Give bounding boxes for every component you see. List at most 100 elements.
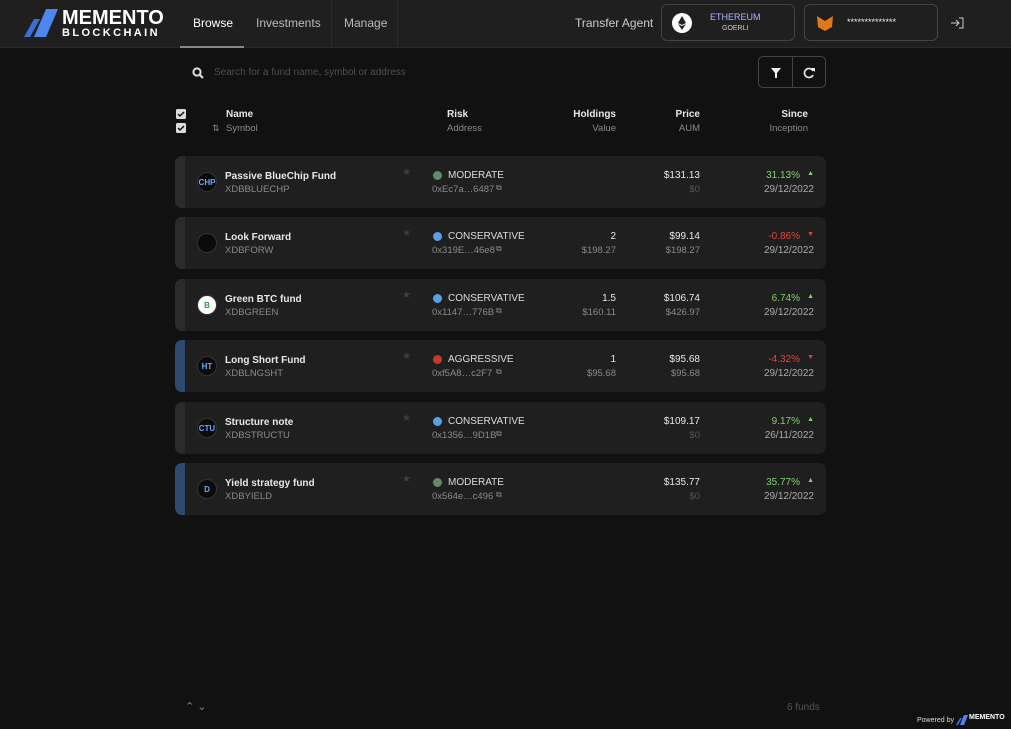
column-title[interactable]: Price bbox=[675, 109, 700, 120]
filter-button[interactable] bbox=[769, 66, 783, 80]
search-input[interactable]: Search for a fund name, symbol or addres… bbox=[214, 67, 406, 78]
copy-icon[interactable]: ⧉ bbox=[496, 244, 502, 254]
transfer-agent[interactable]: Transfer Agent bbox=[575, 16, 654, 30]
wallet-button[interactable]: ************** bbox=[804, 4, 938, 41]
column-title[interactable]: Risk bbox=[447, 109, 469, 120]
fund-row[interactable]: CTU Structure note XDBSTRUCTU ★ CONSERVATIVE… bbox=[175, 401, 826, 454]
powered-by: Powered by bbox=[917, 717, 954, 724]
network-button[interactable]: ETHEREUM GOERLI bbox=[661, 4, 795, 41]
favorite-star[interactable]: ★ bbox=[402, 167, 411, 178]
price: $135.77 bbox=[663, 477, 700, 488]
fund-row[interactable]: CHP Passive BlueChip Fund XDBBLUECHP ★ MODER… bbox=[175, 156, 826, 208]
brand-mark bbox=[956, 715, 968, 725]
fund-name: Look Forward bbox=[225, 232, 292, 244]
fund-address: 0xEc7a…6487 bbox=[432, 184, 495, 195]
column-sub: Address bbox=[447, 123, 482, 134]
risk-label: MODERATE bbox=[448, 170, 504, 181]
fund-symbol: XDBSTRUCTU bbox=[225, 429, 290, 441]
fund-row[interactable]: Look Forward XDBFORW ★ CONSERVATIVE 0x319E…4… bbox=[175, 217, 826, 270]
since-return: 35.77% bbox=[766, 477, 800, 488]
risk-dot bbox=[433, 478, 442, 487]
price: $109.17 bbox=[663, 415, 700, 427]
price: $131.13 bbox=[663, 170, 700, 181]
logo-sub: BLOCKCHAIN bbox=[62, 27, 160, 39]
fund-symbol: XDBFORW bbox=[225, 245, 274, 257]
holdings: 1.5 bbox=[602, 292, 616, 304]
price: $95.68 bbox=[669, 354, 700, 366]
nav-tab[interactable]: Investments bbox=[244, 0, 332, 48]
fund-name: Yield strategy fund bbox=[225, 478, 315, 489]
logo-mark bbox=[24, 9, 58, 37]
scroll-arrows[interactable]: ⌃ ⌄ bbox=[185, 701, 207, 713]
trend-arrow: ▲ bbox=[807, 170, 814, 177]
since-return: 9.17% bbox=[771, 415, 800, 427]
column-title[interactable]: Holdings bbox=[573, 109, 616, 120]
column-sub: Value bbox=[592, 123, 616, 134]
nav-tab[interactable]: Browse bbox=[180, 0, 244, 48]
fund-name: Long Short Fund bbox=[225, 355, 306, 367]
risk-dot bbox=[433, 232, 442, 242]
eth-icon bbox=[672, 13, 692, 33]
logout-icon[interactable] bbox=[950, 17, 964, 29]
aum: $426.97 bbox=[665, 306, 700, 318]
favorite-star[interactable]: ★ bbox=[402, 474, 411, 485]
fund-icon bbox=[197, 233, 217, 254]
inception-date: 29/12/2022 bbox=[763, 184, 814, 195]
column-title[interactable]: Since bbox=[781, 109, 808, 120]
holdings-value: $198.27 bbox=[581, 245, 616, 257]
favorite-star[interactable]: ★ bbox=[402, 351, 411, 363]
favorite-star[interactable]: ★ bbox=[402, 228, 411, 240]
network-sub: GOERLI bbox=[722, 25, 749, 32]
column-title[interactable]: Name bbox=[226, 109, 254, 120]
aum: $198.27 bbox=[665, 245, 700, 257]
trend-arrow: ▲ bbox=[807, 292, 814, 300]
holdings-value: $95.68 bbox=[586, 368, 616, 380]
select-all[interactable] bbox=[175, 108, 187, 134]
risk-label: CONSERVATIVE bbox=[448, 231, 525, 243]
favorite-star[interactable]: ★ bbox=[402, 412, 411, 424]
holdings-value: $160.11 bbox=[582, 306, 616, 318]
trend-arrow: ▲ bbox=[807, 477, 814, 484]
copy-icon[interactable]: ⧉ bbox=[496, 428, 502, 438]
risk-label: AGGRESSIVE bbox=[448, 354, 514, 366]
since-return: 31.13% bbox=[766, 170, 800, 181]
risk-label: CONSERVATIVE bbox=[448, 292, 525, 304]
copy-icon[interactable]: ⧉ bbox=[496, 183, 502, 192]
fund-name: Structure note bbox=[225, 416, 294, 428]
fund-symbol: XDBYIELD bbox=[225, 491, 272, 502]
fund-icon: HT bbox=[197, 356, 217, 377]
aum: $0 bbox=[689, 429, 700, 441]
fund-name: Green BTC fund bbox=[225, 293, 302, 305]
fund-address: 0xf5A8…c2F7 bbox=[432, 368, 493, 380]
aum: $0 bbox=[689, 184, 700, 195]
fund-icon: B bbox=[197, 294, 217, 315]
risk-dot bbox=[433, 416, 442, 426]
fund-row[interactable]: D Yield strategy fund XDBYIELD ★ MODERATE 0x5… bbox=[175, 463, 826, 515]
copy-icon[interactable]: ⧉ bbox=[496, 490, 502, 499]
tool-buttons bbox=[758, 56, 826, 88]
risk-dot bbox=[433, 355, 442, 365]
nav-tab[interactable]: Manage bbox=[332, 0, 398, 48]
copy-icon[interactable]: ⧉ bbox=[496, 367, 502, 377]
refresh-button[interactable] bbox=[802, 66, 816, 80]
holdings: 2 bbox=[610, 231, 616, 243]
nav-label: Investments bbox=[256, 16, 321, 30]
copy-icon[interactable]: ⧉ bbox=[496, 305, 502, 315]
trend-arrow: ▲ bbox=[807, 415, 814, 423]
fund-row[interactable]: HT Long Short Fund XDBLNGSHT ★ AGGRESSIVE 0xf… bbox=[175, 340, 826, 393]
fund-address: 0x564e…c496 bbox=[432, 491, 494, 502]
inception-date: 26/11/2022 bbox=[764, 429, 814, 441]
fund-symbol: XDBGREEN bbox=[225, 306, 279, 318]
fund-address: 0x319E…46e8 bbox=[432, 245, 495, 257]
logo-text: MEMENTO bbox=[62, 7, 164, 29]
fund-name: Passive BlueChip Fund bbox=[225, 171, 337, 182]
inception-date: 29/12/2022 bbox=[763, 368, 814, 380]
inception-date: 29/12/2022 bbox=[763, 306, 814, 318]
since-return: -0.86% bbox=[768, 231, 800, 243]
column-sub: Inception bbox=[769, 123, 808, 134]
price: $106.74 bbox=[663, 292, 700, 304]
risk-label: CONSERVATIVE bbox=[448, 415, 525, 427]
fund-row[interactable]: B Green BTC fund XDBGREEN ★ CONSERVATIVE 0x11… bbox=[175, 278, 826, 331]
favorite-star[interactable]: ★ bbox=[402, 289, 411, 301]
